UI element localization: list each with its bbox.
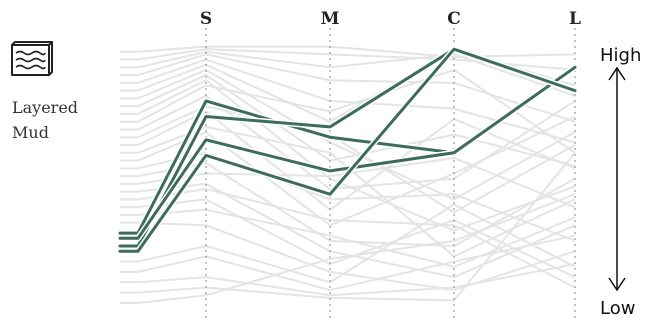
- background-series-line: [120, 53, 576, 123]
- highlighted-series-line: [118, 47, 577, 253]
- background-series-line: [120, 68, 576, 201]
- background-series-line: [120, 110, 576, 211]
- background-series-line: [120, 50, 576, 97]
- background-series-line: [120, 125, 576, 258]
- background-series-line: [120, 79, 576, 232]
- axis-title-c: C: [447, 9, 461, 29]
- layered-mud-icon: [11, 41, 53, 76]
- background-series-line: [120, 152, 576, 302]
- scale-low-label: Low: [600, 298, 635, 319]
- scale-high-label: High: [600, 45, 641, 66]
- double-arrow-icon: [608, 66, 626, 292]
- background-series-line: [120, 208, 576, 268]
- background-series-line: [120, 263, 576, 297]
- axis-title-l: L: [569, 9, 581, 29]
- background-series-line: [120, 234, 576, 292]
- background-series-line: [120, 58, 576, 144]
- axis-title-s: S: [200, 9, 212, 29]
- background-series-line: [120, 182, 576, 279]
- background-series-line: [120, 203, 576, 284]
- category-label-line1: Layered: [12, 98, 78, 117]
- background-series-line: [120, 68, 576, 154]
- background-series-line: [120, 198, 576, 279]
- background-series-line: [120, 115, 576, 227]
- highlighted-series-line: [118, 65, 577, 240]
- axis-title-m: M: [321, 9, 340, 29]
- highlighted-series-group: [117, 46, 578, 255]
- background-series-line: [120, 188, 576, 289]
- background-series-line: [120, 193, 576, 304]
- category-label-line2: Mud: [12, 123, 49, 142]
